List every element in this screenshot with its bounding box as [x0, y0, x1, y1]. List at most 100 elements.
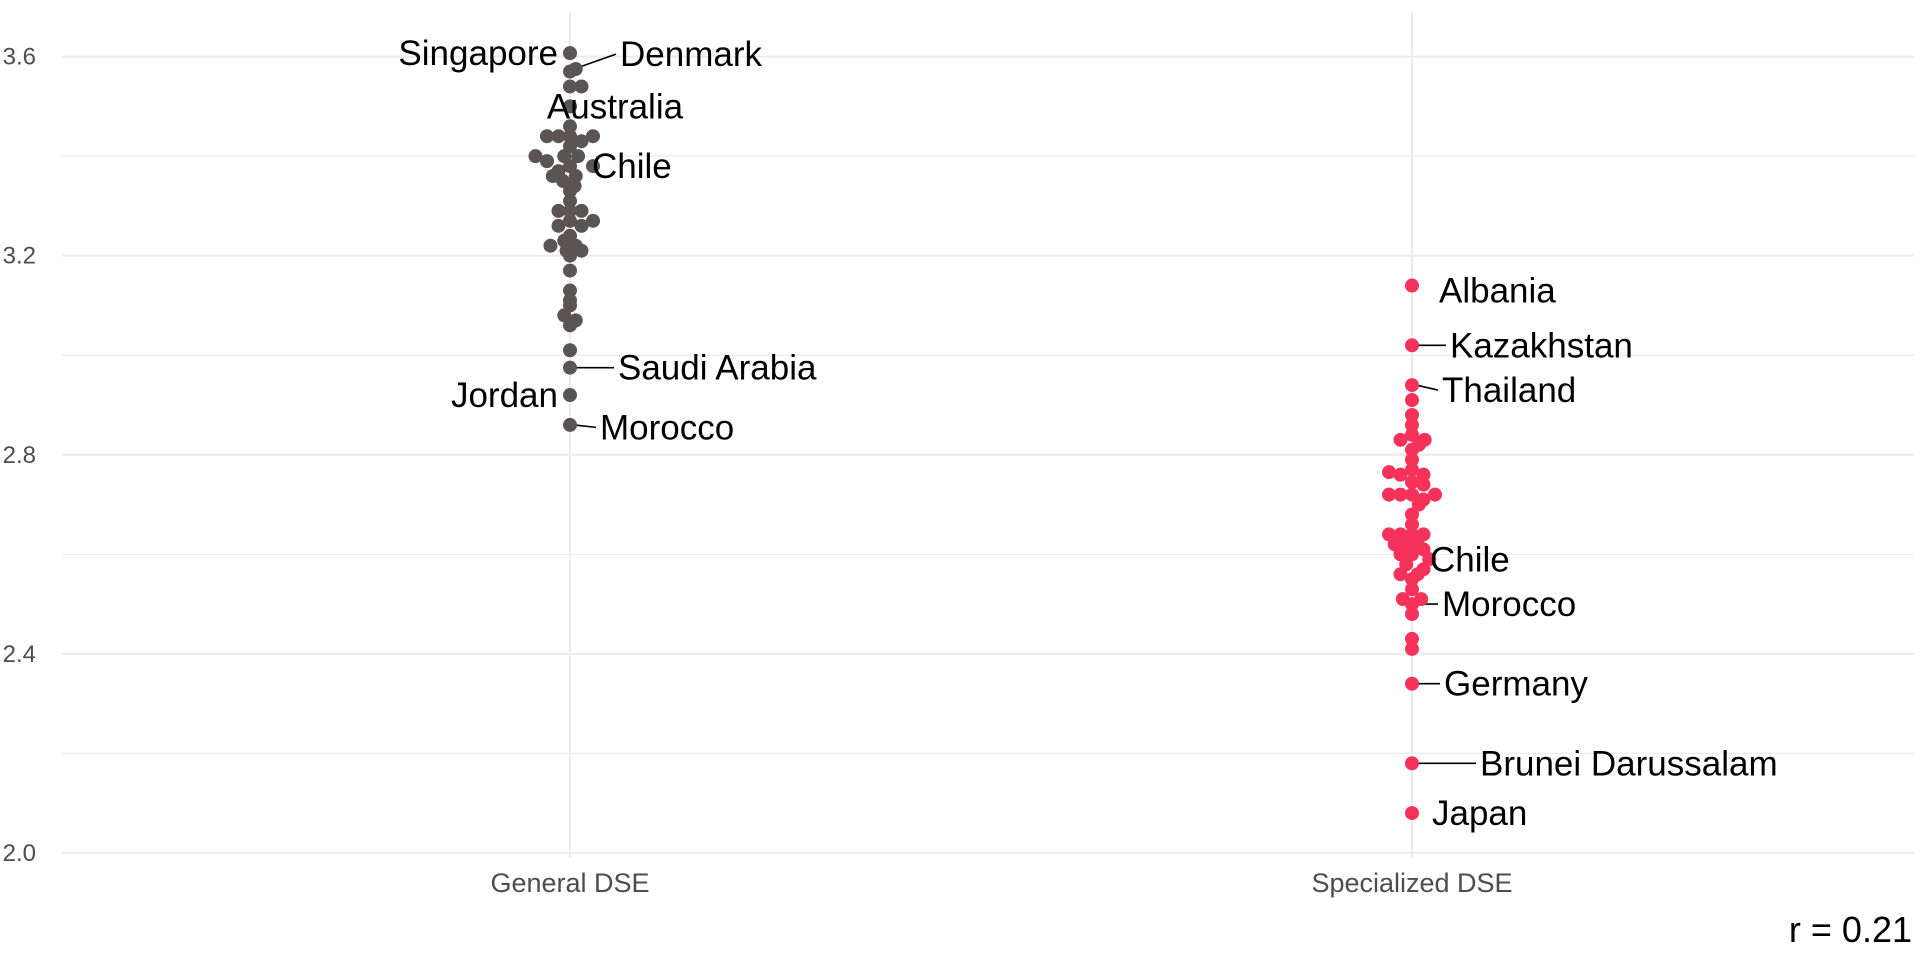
leader-line [1415, 384, 1439, 391]
data-point [1405, 378, 1419, 393]
data-point [1393, 567, 1408, 582]
data-point [563, 183, 577, 198]
data-point [1393, 432, 1408, 447]
data-point [540, 129, 554, 144]
data-point [1405, 278, 1419, 293]
y-tick-label: 2.0 [3, 840, 36, 867]
data-point [1405, 452, 1419, 467]
data-point [1405, 582, 1419, 597]
data-point [574, 218, 589, 233]
data-point [1405, 507, 1419, 522]
x-axis-categories: General DSE Specialized DSE [490, 868, 1512, 898]
point-label: Jordan [451, 376, 558, 415]
data-point [1405, 442, 1419, 457]
data-point [1393, 467, 1408, 482]
data-point [571, 149, 586, 164]
data-point [1405, 462, 1419, 477]
data-point [563, 417, 577, 432]
leader-line [573, 424, 597, 429]
data-point [1405, 641, 1419, 656]
point-label: Australia [547, 87, 684, 126]
data-point [1405, 407, 1419, 422]
y-axis-ticks: 2.0 2.4 2.8 3.2 3.6 [3, 44, 36, 867]
data-point [1405, 427, 1419, 442]
data-point [1405, 631, 1419, 646]
data-point [551, 203, 566, 218]
data-point [528, 149, 543, 164]
data-point [563, 119, 577, 134]
data-point [586, 159, 600, 174]
data-point [1405, 338, 1419, 353]
point-label: Japan [1432, 794, 1527, 833]
data-point [563, 263, 577, 278]
data-point [1428, 487, 1442, 502]
data-point [1405, 487, 1419, 502]
data-point [1382, 465, 1396, 480]
data-point [563, 99, 577, 114]
data-point [543, 238, 558, 253]
gridlines [62, 12, 1914, 858]
data-point [574, 203, 589, 218]
data-point [563, 203, 577, 218]
data-point [586, 213, 600, 228]
data-point [551, 129, 566, 144]
correlation-annotation: r = 0.21 [1789, 909, 1912, 950]
data-point [1405, 393, 1419, 408]
data-point [1416, 467, 1431, 482]
data-point [540, 154, 554, 169]
point-label: Thailand [1442, 371, 1576, 410]
y-tick-label: 2.4 [3, 641, 36, 668]
data-points [528, 46, 1442, 821]
data-point [563, 64, 577, 79]
data-point [1411, 497, 1426, 512]
data-point [563, 388, 577, 403]
point-label: Singapore [398, 34, 558, 73]
data-point [1405, 572, 1419, 587]
data-point [563, 248, 577, 263]
data-point [1416, 477, 1431, 492]
data-point [563, 46, 577, 61]
data-point [1382, 487, 1396, 502]
point-label: Chile [1430, 540, 1510, 579]
data-point [1393, 487, 1408, 502]
data-point [1405, 676, 1419, 691]
data-point [563, 129, 577, 144]
data-point [563, 79, 577, 94]
x-tick-label-general: General DSE [490, 868, 649, 898]
point-label: Germany [1444, 665, 1588, 704]
y-tick-label: 2.8 [3, 442, 36, 469]
data-point [1405, 806, 1419, 821]
data-point [551, 218, 566, 233]
data-point [563, 343, 577, 358]
y-tick-label: 3.2 [3, 243, 36, 270]
data-point [574, 134, 589, 149]
data-point [563, 213, 577, 228]
data-point [556, 174, 571, 189]
data-point [1405, 756, 1419, 771]
data-point [563, 193, 577, 208]
point-label: Brunei Darussalam [1480, 744, 1778, 783]
point-labels: Singapore Denmark Australia Chile Saudi Arab… [398, 34, 1777, 833]
point-label: Albania [1439, 272, 1556, 311]
data-point [574, 79, 589, 94]
data-point [1405, 597, 1419, 612]
data-point [563, 360, 577, 375]
data-point [545, 169, 560, 184]
x-tick-label-specialized: Specialized DSE [1311, 868, 1512, 898]
point-label: Kazakhstan [1450, 326, 1633, 365]
point-label: Denmark [620, 35, 762, 74]
data-point [1405, 417, 1419, 432]
data-point [586, 129, 600, 144]
point-label: Morocco [600, 408, 734, 447]
y-tick-label: 3.6 [3, 44, 36, 71]
data-point [1405, 517, 1419, 532]
data-point [1405, 607, 1419, 622]
point-label: Saudi Arabia [618, 349, 817, 388]
data-point [563, 283, 577, 298]
point-label: Morocco [1442, 585, 1576, 624]
point-label: Chile [592, 147, 672, 186]
data-point [1405, 475, 1419, 490]
data-point [574, 243, 589, 258]
data-point [563, 318, 577, 333]
